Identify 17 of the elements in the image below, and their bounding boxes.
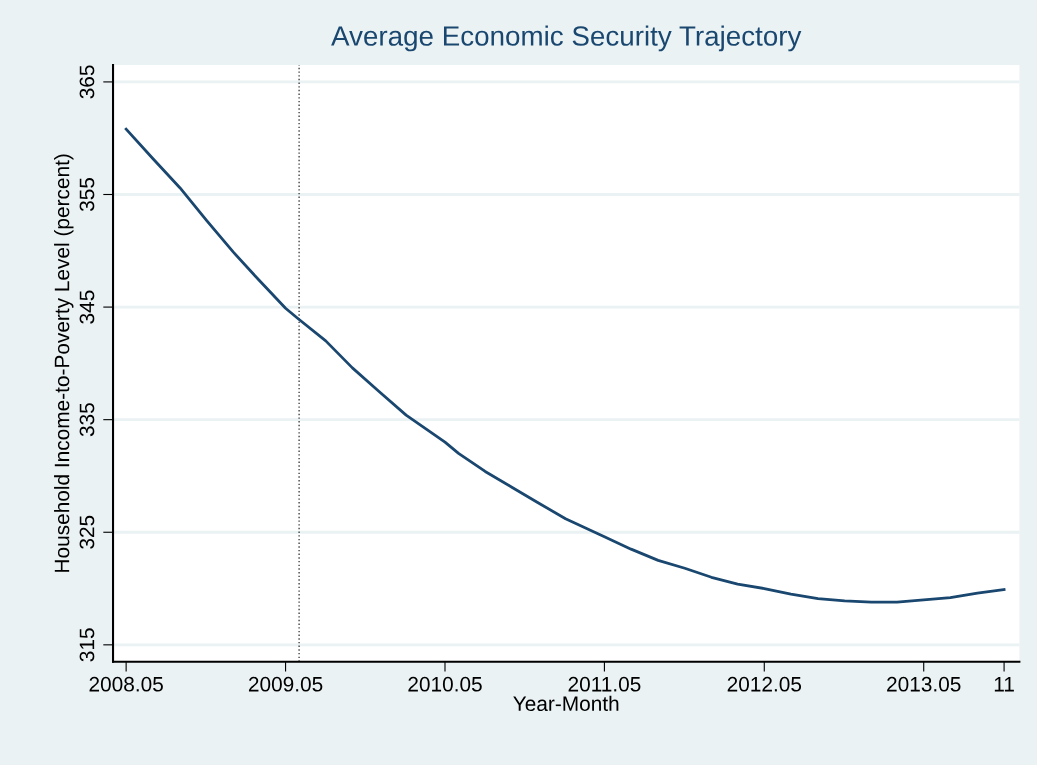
x-tick-label: 2008.05 — [89, 676, 163, 692]
x-tick-label: 2009.05 — [248, 676, 323, 692]
line-series — [124, 127, 1006, 604]
x-tick-label: 2010.05 — [408, 676, 482, 692]
y-tick-label: 345 — [79, 290, 95, 324]
x-tick-label: 2012.05 — [727, 676, 802, 692]
x-axis-title: Year-Month — [513, 695, 619, 712]
x-tick-label: 2011.05 — [568, 676, 641, 692]
y-tick-label: 335 — [79, 403, 95, 437]
chart-title: Average Economic Security Trajectory — [331, 25, 802, 52]
y-tick-label: 325 — [79, 515, 95, 549]
y-tick-label: 365 — [79, 65, 95, 99]
y-tick-label: 355 — [79, 177, 95, 212]
y-axis-title: Household Income-to-Poverty Level (percent) — [54, 154, 74, 572]
y-tick-label: 315 — [79, 628, 95, 662]
x-tick-label: 2013.05 — [887, 676, 961, 692]
x-tick-label: 11 — [994, 677, 1014, 692]
